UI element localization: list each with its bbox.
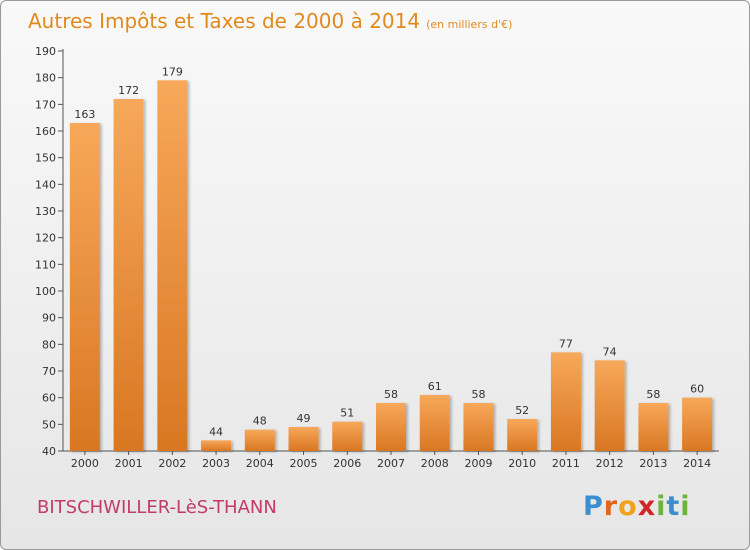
value-label-2003: 44 — [209, 425, 223, 438]
y-tick-label: 160 — [35, 125, 56, 138]
value-label-2001: 172 — [118, 84, 139, 97]
x-tick-label-2007: 2007 — [377, 457, 405, 470]
proxiti-logo: Proxiti — [583, 491, 691, 522]
y-tick-label: 60 — [42, 392, 56, 405]
y-tick-label: 130 — [35, 205, 56, 218]
bar-2004 — [244, 429, 275, 451]
bar-2009 — [463, 403, 494, 451]
x-tick-label-2008: 2008 — [421, 457, 449, 470]
logo-letter: t — [666, 491, 681, 522]
bar-2001 — [113, 99, 144, 451]
logo-letter: P — [583, 491, 604, 522]
chart-title-text: Autres Impôts et Taxes de 2000 à 2014 — [28, 9, 421, 33]
chart-title: Autres Impôts et Taxes de 2000 à 2014 (en… — [28, 9, 512, 33]
x-tick-label-2002: 2002 — [158, 457, 186, 470]
y-tick-label: 50 — [42, 418, 56, 431]
bar-2007 — [376, 403, 406, 451]
y-tick-label: 150 — [35, 152, 56, 165]
value-label-2006: 51 — [340, 407, 354, 420]
logo-letter: o — [618, 491, 638, 522]
commune-name: BITSCHWILLER-LèS-THANN — [37, 497, 277, 518]
value-label-2009: 58 — [471, 388, 485, 401]
logo-letter: i — [680, 491, 691, 522]
y-tick-label: 100 — [35, 285, 56, 298]
y-tick-label: 180 — [35, 72, 56, 85]
x-tick-label-2000: 2000 — [71, 457, 99, 470]
value-label-2007: 58 — [384, 388, 398, 401]
value-label-2004: 48 — [253, 415, 267, 428]
bar-2012 — [594, 360, 625, 451]
x-tick-label-2005: 2005 — [290, 457, 318, 470]
y-tick-label: 80 — [42, 338, 56, 351]
x-tick-label-2009: 2009 — [464, 457, 492, 470]
bar-2005 — [288, 427, 319, 451]
bar-2010 — [507, 419, 538, 451]
x-tick-label-2010: 2010 — [508, 457, 536, 470]
chart-value-labels: 163 172 179 44 48 49 51 58 61 58 52 77 74 58 60 — [74, 65, 704, 438]
x-tick-label-2001: 2001 — [115, 457, 143, 470]
x-tick-label-2003: 2003 — [202, 457, 230, 470]
x-tick-label-2006: 2006 — [333, 457, 361, 470]
value-label-2013: 58 — [646, 388, 660, 401]
value-label-2014: 60 — [690, 383, 704, 396]
y-tick-label: 40 — [42, 445, 56, 458]
x-tick-label-2012: 2012 — [596, 457, 624, 470]
chart-bars — [69, 80, 713, 451]
x-tick-label-2013: 2013 — [639, 457, 667, 470]
y-tick-label: 140 — [35, 178, 56, 191]
logo-letter: x — [637, 491, 657, 522]
y-tick-label: 90 — [42, 312, 56, 325]
value-label-2008: 61 — [428, 380, 442, 393]
value-label-2005: 49 — [297, 412, 311, 425]
y-tick-label: 170 — [35, 98, 56, 111]
x-tick-label-2014: 2014 — [683, 457, 711, 470]
chart-x-tick-labels: 2000 2001 2002 2003 2004 2005 2006 2007 2008 2009… — [71, 451, 711, 470]
y-tick-label: 70 — [42, 365, 56, 378]
chart-axes: 40 50 60 70 80 90 100 110 120 130 140 150 160 170 180 1… — [35, 45, 719, 458]
bar-2003 — [201, 440, 232, 451]
bar-2013 — [638, 403, 669, 451]
logo-letter: i — [656, 491, 667, 522]
x-tick-label-2011: 2011 — [552, 457, 580, 470]
value-label-2011: 77 — [559, 337, 573, 350]
bar-2011 — [550, 352, 581, 451]
logo-letter: r — [603, 491, 619, 522]
bar-2000 — [69, 123, 100, 451]
value-label-2012: 74 — [603, 345, 617, 358]
x-tick-label-2004: 2004 — [246, 457, 274, 470]
y-tick-label: 110 — [35, 258, 56, 271]
bar-2014 — [682, 397, 713, 451]
value-label-2010: 52 — [515, 404, 529, 417]
value-label-2000: 163 — [74, 108, 95, 121]
bar-2002 — [157, 80, 188, 451]
bar-2006 — [332, 421, 363, 451]
y-tick-label: 120 — [35, 232, 56, 245]
bar-2008 — [419, 395, 450, 451]
value-label-2002: 179 — [162, 65, 183, 78]
y-tick-label: 190 — [35, 45, 56, 58]
chart-subtitle: (en milliers d'€) — [426, 18, 513, 31]
